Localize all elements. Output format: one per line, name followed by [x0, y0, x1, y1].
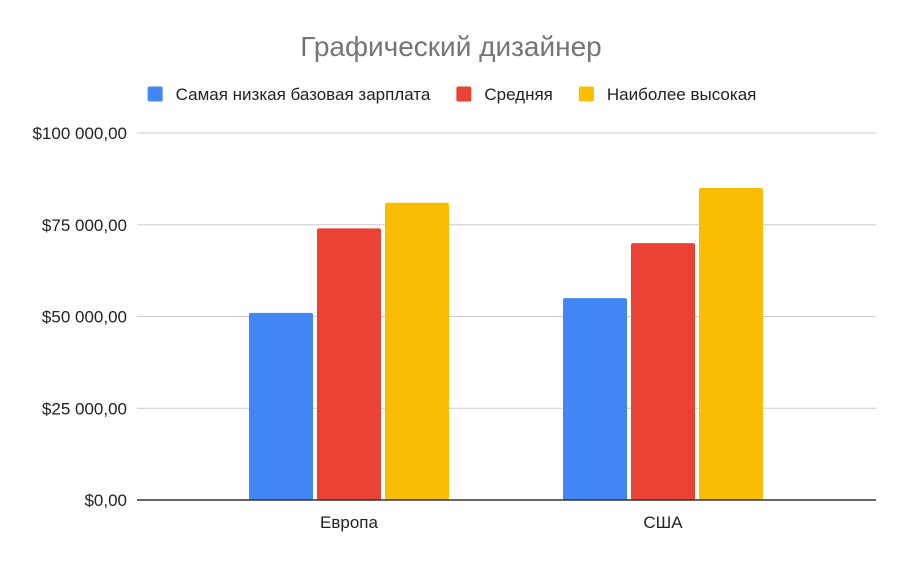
legend-swatch [147, 86, 163, 102]
chart-title: Графический дизайнер [300, 31, 602, 62]
bar-average-0 [317, 228, 381, 501]
legend-label: Средняя [484, 85, 553, 104]
y-tick-label: $0,00 [84, 491, 127, 510]
y-tick-label: $75 000,00 [42, 216, 127, 235]
x-tick-label: Европа [320, 513, 378, 532]
legend-label: Наиболее высокая [607, 85, 756, 104]
x-axis: Европа США [137, 499, 876, 532]
bar-lowest-1 [563, 298, 627, 500]
x-tick-label: США [643, 513, 683, 532]
legend-swatch [456, 86, 472, 102]
gridlines [137, 132, 876, 409]
bar-average-1 [631, 243, 695, 500]
bars [249, 188, 763, 501]
bar-lowest-0 [249, 312, 313, 500]
y-tick-label: $50 000,00 [42, 308, 127, 327]
bar-highest-1 [699, 188, 763, 501]
legend-label: Самая низкая базовая зарплата [176, 85, 431, 104]
legend: Самая низкая базовая зарплата Средняя Наиб… [147, 85, 756, 104]
y-tick-label: $25 000,00 [42, 399, 127, 418]
y-axis: $0,00 $25 000,00 $50 000,00 $75 000,00 $100 … [32, 124, 127, 510]
y-tick-label: $100 000,00 [32, 124, 127, 143]
legend-swatch [578, 86, 594, 102]
bar-highest-0 [385, 202, 449, 501]
